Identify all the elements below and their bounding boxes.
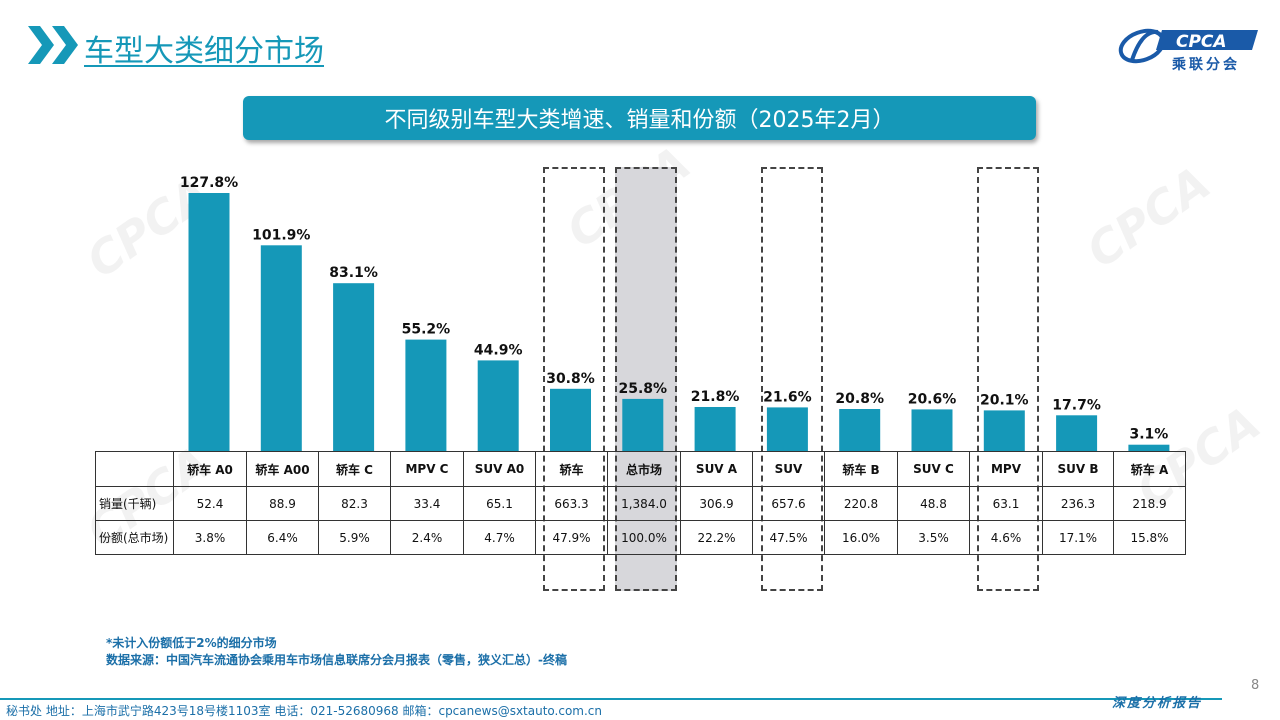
- bar: [911, 409, 953, 451]
- share-cell: 4.7%: [463, 520, 536, 555]
- table-row: 销量(千辆) 52.4 88.9 82.3 33.4 65.1 663.3 1,384.0 30…: [95, 486, 1186, 521]
- bar: [622, 398, 664, 451]
- bar: [1128, 444, 1170, 451]
- sales-cell: 1,384.0: [607, 486, 681, 521]
- bar-value-label: 101.9%: [252, 227, 310, 243]
- bar-value-label: 83.1%: [329, 265, 378, 281]
- sales-cell: 220.8: [824, 486, 898, 521]
- bar-value-label: 20.8%: [835, 391, 884, 407]
- bar: [477, 360, 519, 451]
- bar: [983, 410, 1025, 451]
- bar-value-label: 17.7%: [1052, 397, 1101, 413]
- sales-cell: 52.4: [173, 486, 247, 521]
- data-source-note: 数据来源：中国汽车流通协会乘用车市场信息联席分会月报表（零售，狭义汇总）-终稿: [106, 653, 567, 667]
- bar-value-label: 21.8%: [691, 389, 740, 405]
- footnote: *未计入份额低于2%的细分市场: [106, 636, 277, 650]
- category-header-cell: 轿车 A00: [246, 451, 319, 487]
- category-header-cell: MPV C: [390, 451, 464, 487]
- bar-value-label: 55.2%: [402, 322, 451, 338]
- sales-cell: 63.1: [969, 486, 1043, 521]
- bar: [694, 407, 736, 451]
- share-cell: 47.5%: [752, 520, 825, 555]
- category-header-cell: SUV A0: [463, 451, 536, 487]
- table-row: 份额(总市场) 3.8% 6.4% 5.9% 2.4% 4.7% 47.9% 100.0% 22…: [95, 520, 1186, 555]
- sales-share-table: 轿车 A0 轿车 A00 轿车 C MPV C SUV A0 轿车 总市场 SUV A SUV 轿…: [95, 451, 1186, 555]
- bar: [550, 388, 591, 451]
- bar: [766, 407, 808, 451]
- share-cell: 16.0%: [824, 520, 898, 555]
- bar-value-label: 21.6%: [763, 389, 812, 405]
- share-cell: 6.4%: [246, 520, 319, 555]
- bar: [188, 193, 230, 451]
- chevron-icon: [28, 26, 54, 64]
- bar: [405, 339, 447, 451]
- highlight-frame-mpv: [977, 167, 1039, 591]
- category-header-cell: 轿车 A0: [173, 451, 247, 487]
- bar-value-label: 127.8%: [180, 175, 238, 191]
- row-label-sales: 销量(千辆): [95, 486, 174, 521]
- category-header-cell: 轿车 C: [318, 451, 391, 487]
- share-cell: 22.2%: [680, 520, 753, 555]
- sales-cell: 663.3: [535, 486, 608, 521]
- page-title: 车型大类细分市场: [84, 34, 324, 69]
- bar-value-label: 44.9%: [474, 342, 523, 358]
- bar: [1056, 415, 1098, 451]
- bar-value-label: 20.6%: [908, 391, 957, 407]
- row-label-share: 份额(总市场): [95, 520, 174, 555]
- sales-cell: 65.1: [463, 486, 536, 521]
- share-cell: 17.1%: [1042, 520, 1114, 555]
- share-cell: 15.8%: [1113, 520, 1186, 555]
- highlight-frame-suv: [761, 167, 823, 591]
- share-cell: 47.9%: [535, 520, 608, 555]
- bar-value-label: 3.1%: [1129, 427, 1168, 443]
- footer-report-label: 深度分析报告: [1112, 696, 1203, 711]
- sales-cell: 218.9: [1113, 486, 1186, 521]
- category-header-cell: SUV A: [680, 451, 753, 487]
- category-header-cell: SUV B: [1042, 451, 1114, 487]
- table-corner-cell: [95, 451, 174, 487]
- bar-value-label: 30.8%: [546, 371, 595, 387]
- sales-cell: 82.3: [318, 486, 391, 521]
- category-header-cell: 轿车: [535, 451, 608, 487]
- footer-divider: [0, 698, 1222, 700]
- bar: [260, 245, 302, 451]
- share-cell: 4.6%: [969, 520, 1043, 555]
- bar-value-label: 20.1%: [980, 392, 1029, 408]
- bar: [839, 409, 881, 451]
- logo-subtext: 乘联分会: [1172, 57, 1240, 73]
- table-header-row: 轿车 A0 轿车 A00 轿车 C MPV C SUV A0 轿车 总市场 SUV A SUV 轿…: [95, 451, 1186, 487]
- share-cell: 3.8%: [173, 520, 247, 555]
- category-header-cell: 总市场: [607, 451, 681, 487]
- chart-title-banner: 不同级别车型大类增速、销量和份额（2025年2月）: [243, 96, 1036, 140]
- sales-cell: 88.9: [246, 486, 319, 521]
- share-cell: 100.0%: [607, 520, 681, 555]
- footer-contact: 秘书处 地址：上海市武宁路423号18号楼1103室 电话：021-526809…: [6, 704, 603, 718]
- sales-cell: 33.4: [390, 486, 464, 521]
- sales-cell: 48.8: [897, 486, 970, 521]
- highlight-frame-sedan: [543, 167, 605, 591]
- sales-cell: 306.9: [680, 486, 753, 521]
- category-header-cell: MPV: [969, 451, 1043, 487]
- category-header-cell: 轿车 B: [824, 451, 898, 487]
- bar-value-label: 25.8%: [619, 381, 668, 397]
- share-cell: 2.4%: [390, 520, 464, 555]
- category-header-cell: 轿车 A: [1113, 451, 1186, 487]
- share-cell: 5.9%: [318, 520, 391, 555]
- category-header-cell: SUV: [752, 451, 825, 487]
- logo-text: CPCA: [1176, 32, 1227, 52]
- sales-cell: 657.6: [752, 486, 825, 521]
- bar: [333, 283, 375, 451]
- sales-cell: 236.3: [1042, 486, 1114, 521]
- chevron-icon: [52, 26, 78, 64]
- page-number: 8: [1251, 678, 1260, 693]
- share-cell: 3.5%: [897, 520, 970, 555]
- cpca-logo: CPCA: [1118, 28, 1258, 64]
- category-header-cell: SUV C: [897, 451, 970, 487]
